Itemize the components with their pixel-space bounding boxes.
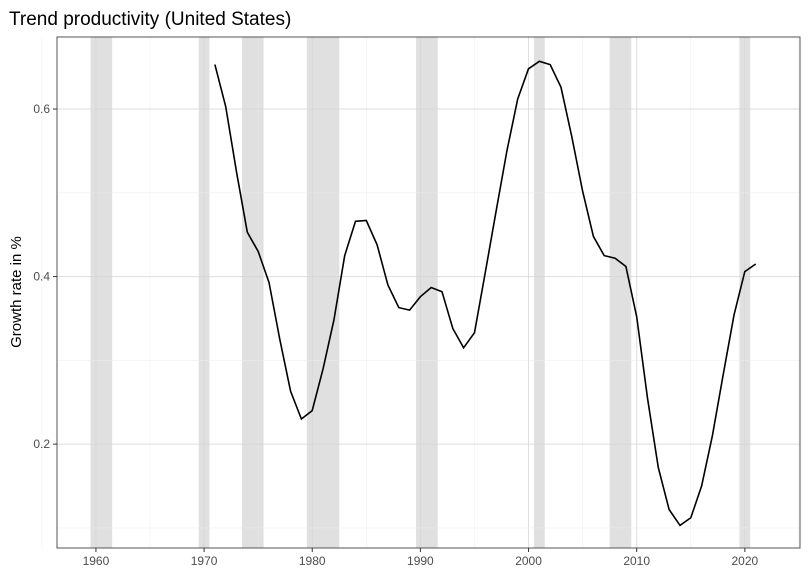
y-axis: 0.2 0.4 0.6 (33, 102, 57, 451)
x-tick-label: 1960 (83, 554, 110, 568)
x-tick-label: 2020 (731, 554, 758, 568)
y-tick-label: 0.4 (33, 270, 50, 284)
x-tick-label: 1990 (407, 554, 434, 568)
x-tick-label: 2010 (623, 554, 650, 568)
x-tick-label: 2000 (515, 554, 542, 568)
y-tick-label: 0.2 (33, 437, 50, 451)
y-axis-label: Growth rate in % (8, 236, 25, 348)
recession-band (241, 37, 264, 548)
grid (41, 37, 800, 548)
recession-band (306, 37, 340, 548)
series-line (214, 60, 757, 527)
x-tick-label: 1970 (191, 554, 218, 568)
plot-panel-border (56, 36, 801, 549)
recession-band (90, 37, 113, 548)
recession-band (533, 37, 545, 548)
chart-title: Trend productivity (United States) (9, 9, 291, 30)
x-axis: 1960 1970 1980 1990 2000 2010 2020 (83, 548, 759, 568)
recession-band (416, 37, 438, 548)
x-tick-label: 1980 (299, 554, 326, 568)
y-tick-label: 0.6 (33, 102, 50, 116)
recession-band (609, 37, 632, 548)
